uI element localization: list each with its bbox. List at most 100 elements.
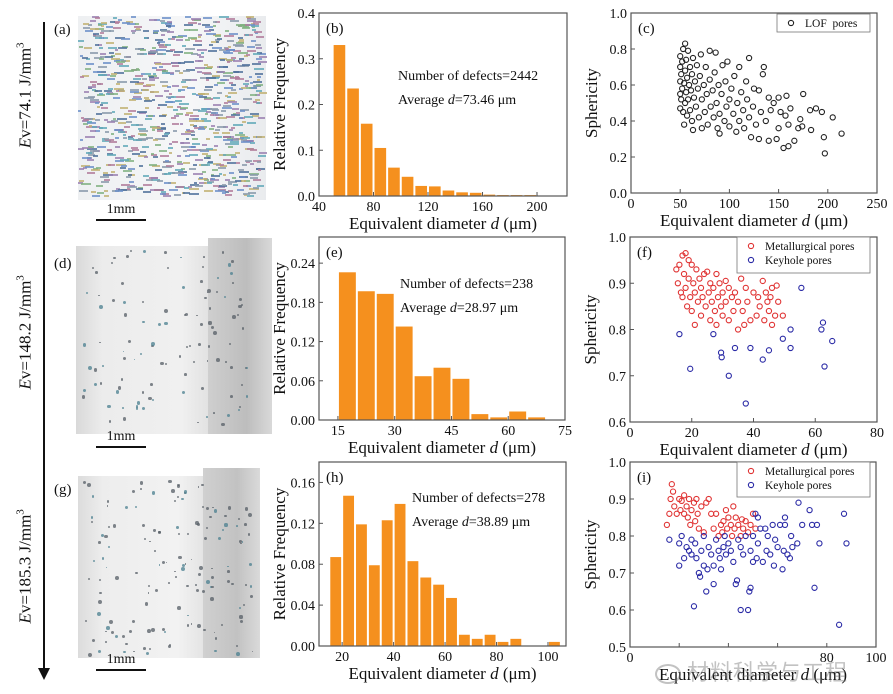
pore-mark <box>186 130 194 133</box>
pore-mark <box>106 25 113 28</box>
bar <box>548 641 560 646</box>
pore-mark <box>164 159 170 162</box>
pore-mark <box>115 390 120 394</box>
pore-mark <box>136 28 141 31</box>
pore-mark <box>183 187 189 190</box>
pore-mark <box>137 154 148 157</box>
pore-mark <box>190 18 201 21</box>
pore-mark <box>201 266 205 269</box>
scatter-point-metallurgical <box>691 289 698 296</box>
y-tick-label: 0.16 <box>291 476 316 491</box>
pore-mark <box>93 33 100 36</box>
panel-label-a: (a) <box>54 22 71 38</box>
pore-mark <box>235 45 245 48</box>
pore-mark <box>240 176 246 179</box>
scatter-point-metallurgical <box>683 503 690 510</box>
pore-mark <box>167 172 176 175</box>
pore-mark <box>249 584 253 588</box>
scatter-point-metallurgical <box>680 270 688 278</box>
pore-mark <box>136 401 140 405</box>
pore-mark <box>143 537 147 541</box>
pore-mark <box>124 69 135 72</box>
pore-mark <box>199 323 203 326</box>
pore-mark <box>154 95 163 98</box>
scatter-point-metallurgical <box>678 497 685 504</box>
wechat-icon <box>655 664 681 684</box>
pore-mark <box>226 115 236 118</box>
pore-mark <box>79 46 83 49</box>
x-axis-label: Equivalent diameter d (μm) <box>659 665 847 684</box>
pore-mark <box>81 394 86 399</box>
pore-mark <box>213 131 219 134</box>
pore-mark <box>86 151 92 154</box>
volume-side-face <box>208 238 272 434</box>
pore-mark <box>196 119 205 122</box>
pore-mark <box>155 168 163 171</box>
pore-mark <box>83 123 88 126</box>
scatter-point-keyhole <box>740 551 747 558</box>
scatter-point-lof <box>806 107 814 114</box>
pore-mark <box>113 17 118 20</box>
y-tick-label: 0.2 <box>298 99 316 114</box>
ct-volume-render-a <box>78 16 268 200</box>
pore-mark <box>162 63 171 66</box>
pore-mark <box>187 37 197 40</box>
pore-mark <box>115 576 119 581</box>
pore-mark <box>90 130 97 133</box>
legend-box <box>736 236 871 274</box>
y-axis-label: Relative Frequency <box>270 487 289 620</box>
legend-label: Metallurgical pores <box>765 241 855 253</box>
pore-mark <box>98 57 105 60</box>
x-axis-label-var: d <box>801 665 810 684</box>
pore-mark <box>247 24 256 27</box>
pore-mark <box>174 50 184 53</box>
pore-mark <box>131 124 139 127</box>
pore-mark <box>151 99 155 102</box>
pore-mark <box>128 109 137 112</box>
pore-mark <box>239 137 244 140</box>
pore-mark <box>224 523 228 527</box>
scatter-point-keyhole <box>754 540 762 547</box>
scatter-point-keyhole <box>762 525 769 532</box>
pore-mark <box>107 153 116 156</box>
bar <box>528 417 546 420</box>
pore-mark <box>226 96 231 99</box>
pore-mark <box>78 147 84 150</box>
scatter-point-keyhole <box>765 347 773 354</box>
x-tick-label: 15 <box>331 424 345 439</box>
pore-mark <box>157 52 164 55</box>
pore-mark <box>128 137 135 140</box>
pore-mark <box>166 106 173 109</box>
x-tick-label: 100 <box>537 650 558 665</box>
pore-mark <box>177 105 182 108</box>
pore-mark <box>154 18 160 21</box>
scatter-point-lof <box>726 123 733 130</box>
pore-mark <box>194 66 205 69</box>
pore-mark <box>107 46 117 49</box>
scatter-point-lof <box>711 69 718 76</box>
pore-mark <box>121 634 126 639</box>
pore-mark <box>164 132 170 135</box>
y-tick-label: 0.12 <box>291 517 316 532</box>
pore-mark <box>177 532 180 535</box>
scatter-point-metallurgical <box>679 293 686 301</box>
pore-mark <box>187 22 197 25</box>
scatter-point-keyhole <box>676 330 683 338</box>
bar <box>401 176 414 196</box>
scatter-point-metallurgical <box>759 277 766 285</box>
pore-mark <box>176 38 184 41</box>
pore-mark <box>197 23 202 26</box>
scatter-point-metallurgical <box>771 312 779 319</box>
pore-mark <box>205 85 213 88</box>
pore-mark <box>247 533 251 537</box>
pore-mark <box>137 53 145 56</box>
pore-mark <box>248 76 253 79</box>
pore-mark <box>215 163 220 166</box>
scatter-point-keyhole <box>696 573 704 580</box>
pore-mark <box>251 22 256 25</box>
y-tick-label: 0.7 <box>609 567 627 582</box>
scatter-point-keyhole <box>747 547 754 554</box>
scatter-point-lof <box>821 150 828 157</box>
pore-mark <box>190 622 193 625</box>
pore-mark <box>96 94 106 97</box>
